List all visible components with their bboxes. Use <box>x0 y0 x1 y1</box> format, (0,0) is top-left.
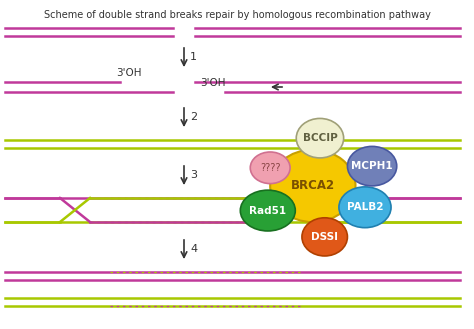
Text: 3: 3 <box>190 170 197 181</box>
Text: Scheme of double strand breaks repair by homologous recombination pathway: Scheme of double strand breaks repair by… <box>44 10 430 20</box>
Ellipse shape <box>296 118 344 158</box>
Text: DSSI: DSSI <box>311 232 338 242</box>
Ellipse shape <box>302 218 347 256</box>
Ellipse shape <box>270 150 356 222</box>
Ellipse shape <box>339 187 391 228</box>
Text: Rad51: Rad51 <box>249 206 286 215</box>
Text: 3'OH: 3'OH <box>200 78 226 88</box>
Text: MCPH1: MCPH1 <box>351 161 393 171</box>
Text: 2: 2 <box>190 113 197 122</box>
Text: 4: 4 <box>190 244 197 255</box>
Text: 1: 1 <box>190 53 197 63</box>
Text: PALB2: PALB2 <box>346 202 383 212</box>
Ellipse shape <box>250 152 290 184</box>
Text: ????: ???? <box>260 163 281 173</box>
Ellipse shape <box>240 190 295 231</box>
Text: 3'OH: 3'OH <box>117 68 142 78</box>
Ellipse shape <box>347 146 397 186</box>
Text: BRCA2: BRCA2 <box>291 179 335 192</box>
Text: BCCIP: BCCIP <box>302 133 337 143</box>
